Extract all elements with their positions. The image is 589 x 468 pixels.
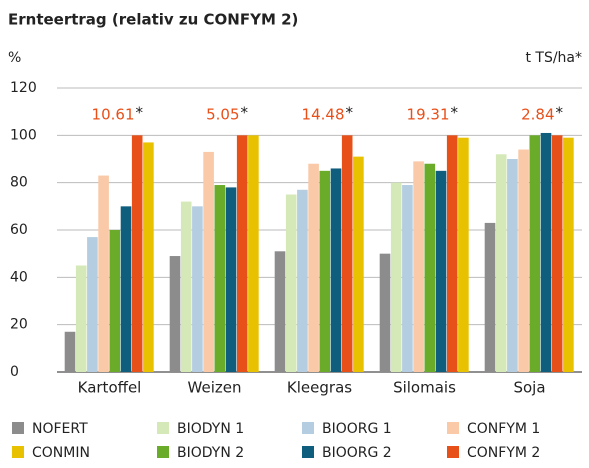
bar (518, 149, 529, 372)
bar (87, 237, 98, 372)
bar (390, 182, 402, 372)
legend-label: BIODYN 1 (177, 421, 244, 437)
y-tick-label: 80 (10, 175, 28, 191)
bar (529, 135, 541, 372)
legend-label: CONMIN (32, 445, 90, 461)
reference-yield: 2.84 (521, 106, 554, 124)
reference-yield-marker: * (346, 104, 354, 122)
legend-swatch (302, 422, 314, 434)
bar (341, 135, 353, 372)
legend-swatch (302, 446, 314, 458)
legend-label: CONFYM 1 (467, 421, 540, 437)
y-tick-label: 20 (10, 317, 28, 333)
bar (274, 251, 286, 372)
bar (319, 170, 331, 372)
bar (297, 189, 308, 372)
reference-yield-marker: * (136, 104, 144, 122)
legend-swatch (12, 446, 24, 458)
bar (540, 132, 552, 372)
reference-yield: 14.48 (302, 106, 345, 124)
legend-swatch (12, 422, 24, 434)
bar (458, 137, 469, 372)
y-axis-label: % (8, 50, 21, 66)
bar (203, 151, 214, 372)
bar (143, 142, 154, 372)
bar (330, 168, 342, 372)
legend-label: BIOORG 1 (322, 421, 392, 437)
bar (236, 135, 248, 372)
bar (402, 185, 413, 372)
bar (180, 201, 192, 372)
bar (413, 161, 424, 372)
reference-yield-marker: * (451, 104, 459, 122)
bar (435, 170, 447, 372)
bar (424, 163, 436, 372)
legend-label: BIODYN 2 (177, 445, 244, 461)
bar (551, 135, 563, 372)
y-tick-label: 0 (10, 364, 19, 380)
bar (507, 159, 518, 372)
legend-swatch (447, 446, 459, 458)
x-tick-label: Kleegras (287, 379, 352, 397)
y-tick-label: 40 (10, 269, 28, 285)
bar (308, 163, 319, 372)
y-tick-label: 120 (10, 80, 37, 96)
legend-swatch (447, 422, 459, 434)
legend-swatch (157, 422, 169, 434)
bar (495, 154, 507, 372)
legend-swatch (157, 446, 169, 458)
bar (563, 137, 574, 372)
bar (120, 206, 132, 372)
bar (214, 185, 226, 372)
reference-yield-marker: * (556, 104, 564, 122)
bar (225, 187, 237, 372)
legend-label: BIOORG 2 (322, 445, 392, 461)
x-tick-label: Weizen (188, 379, 242, 397)
bar (379, 253, 391, 372)
x-tick-label: Soja (513, 379, 545, 397)
x-tick-label: Silomais (393, 379, 456, 397)
reference-yield: 5.05 (206, 106, 239, 124)
y-tick-label: 100 (10, 127, 37, 143)
legend-label: NOFERT (32, 421, 88, 437)
bar (98, 175, 109, 372)
x-tick-label: Kartoffel (78, 379, 142, 397)
bar (248, 135, 259, 372)
reference-yield-marker: * (241, 104, 249, 122)
bar (285, 194, 297, 372)
bar (109, 230, 121, 372)
bar (484, 222, 496, 372)
bar (169, 256, 181, 372)
bar (131, 135, 143, 372)
reference-yield: 10.61 (92, 106, 135, 124)
bar (446, 135, 458, 372)
bar (353, 156, 364, 372)
chart-title: Ernteertrag (relativ zu CONFYM 2) (8, 11, 298, 29)
y-tick-label: 60 (10, 222, 28, 238)
legend-label: CONFYM 2 (467, 445, 540, 461)
y2-axis-label: t TS/ha* (525, 50, 582, 66)
bar (64, 331, 76, 372)
bar (75, 265, 87, 372)
reference-yield: 19.31 (407, 106, 450, 124)
bar (192, 206, 203, 372)
